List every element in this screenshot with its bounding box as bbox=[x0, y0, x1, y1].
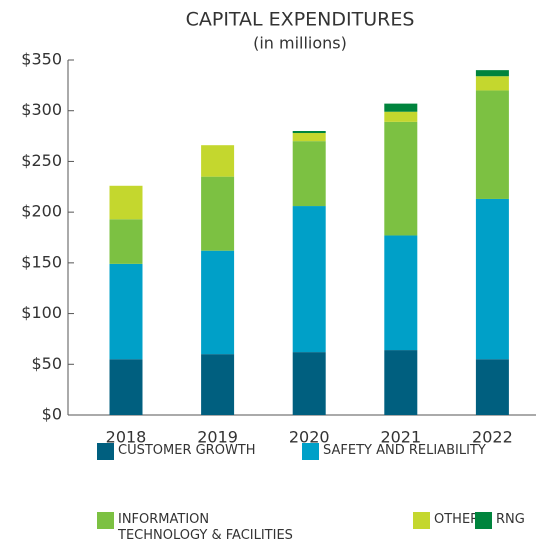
x-tick-label: 2021 bbox=[380, 428, 421, 447]
bar-segment bbox=[292, 131, 326, 134]
legend-swatch bbox=[97, 443, 114, 460]
x-tick-label: 2022 bbox=[472, 428, 513, 447]
y-tick-label: $200 bbox=[21, 202, 62, 221]
y-tick-label: $350 bbox=[21, 50, 62, 69]
bar-segment bbox=[109, 263, 143, 360]
bar-segment bbox=[384, 103, 418, 112]
legend-label: INFORMATION TECHNOLOGY & FACILITIES bbox=[118, 512, 293, 543]
legend-label: CUSTOMER GROWTH bbox=[118, 443, 256, 458]
y-tick-label: $150 bbox=[21, 252, 62, 271]
bar-segment bbox=[384, 350, 418, 415]
y-tick-label: $100 bbox=[21, 303, 62, 322]
legend-label: OTHER bbox=[434, 512, 480, 527]
legend-swatch bbox=[302, 443, 319, 460]
bar-segment bbox=[201, 354, 235, 415]
y-tick-label: $300 bbox=[21, 100, 62, 119]
legend-swatch bbox=[413, 512, 430, 529]
bar-segment bbox=[475, 76, 509, 91]
bar-segment bbox=[109, 359, 143, 415]
bar-segment bbox=[201, 250, 235, 355]
bar-segment bbox=[292, 206, 326, 353]
legend-item: INFORMATION TECHNOLOGY & FACILITIES bbox=[97, 512, 317, 544]
y-tick-label: $0 bbox=[42, 405, 62, 424]
legend-label: RNG bbox=[496, 512, 525, 527]
bar-segment bbox=[201, 176, 235, 251]
x-tick-label: 2018 bbox=[106, 428, 147, 447]
bar-segment bbox=[292, 352, 326, 415]
bar-segment bbox=[475, 90, 509, 199]
legend-label: SAFETY AND RELIABILITY bbox=[323, 443, 486, 458]
legend-swatch bbox=[97, 512, 114, 529]
bar-segment bbox=[384, 235, 418, 351]
chart-title: CAPITAL EXPENDITURES bbox=[186, 9, 415, 31]
bar-segment bbox=[292, 141, 326, 207]
bar-segment bbox=[475, 70, 509, 77]
x-tick-label: 2020 bbox=[289, 428, 330, 447]
bar-segment bbox=[384, 121, 418, 236]
bar-segment bbox=[475, 359, 509, 415]
legend-item: RNG bbox=[475, 512, 535, 529]
chart-subtitle: (in millions) bbox=[253, 34, 347, 53]
y-tick-label: $250 bbox=[21, 151, 62, 170]
legend-swatch bbox=[475, 512, 492, 529]
x-tick-label: 2019 bbox=[197, 428, 238, 447]
legend-item: SAFETY AND RELIABILITY bbox=[302, 443, 542, 460]
y-tick-label: $50 bbox=[31, 354, 62, 373]
legend-item: CUSTOMER GROWTH bbox=[97, 443, 297, 460]
bar-segment bbox=[201, 145, 235, 177]
bar-segment bbox=[475, 198, 509, 360]
bar-segment bbox=[292, 133, 326, 142]
legend-item: OTHER bbox=[413, 512, 479, 529]
bar-segment bbox=[384, 111, 418, 122]
bar-segment bbox=[109, 185, 143, 220]
bar-segment bbox=[109, 219, 143, 264]
